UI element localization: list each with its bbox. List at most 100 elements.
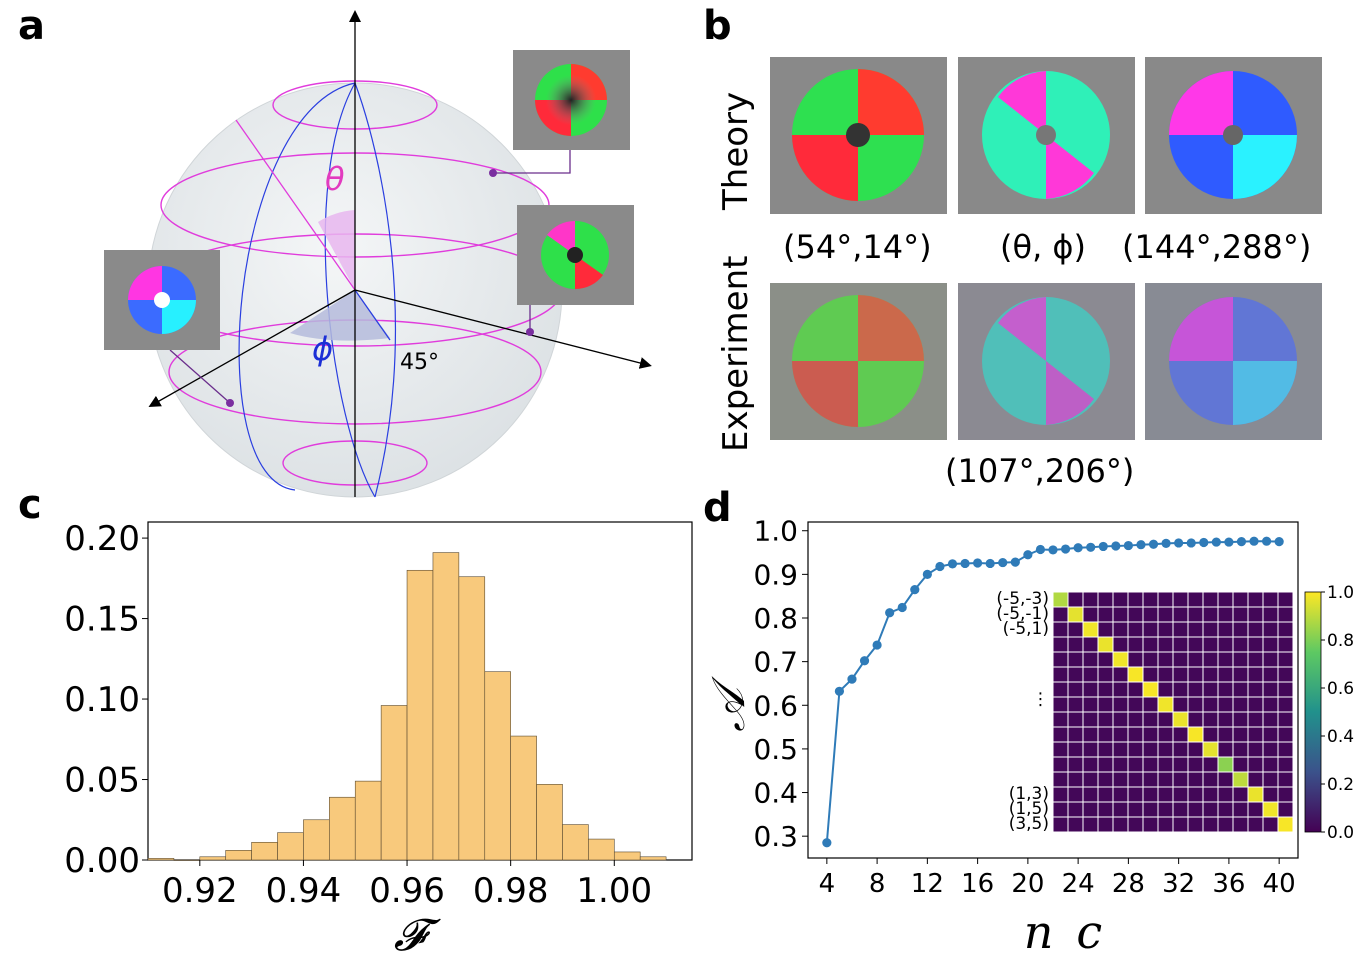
heatmap-cell: [1157, 621, 1174, 638]
heatmap-cell: [1217, 801, 1234, 818]
heatmap-cell: [1232, 591, 1249, 608]
heatmap-cell: [1067, 591, 1084, 608]
heatmap-cell: [1217, 816, 1234, 833]
heatmap-cell: [1187, 636, 1204, 653]
heatmap-cell: [1172, 621, 1189, 638]
heatmap-cell: [1262, 711, 1279, 728]
accuracy-point: [872, 640, 882, 650]
heatmap-cell: [1052, 756, 1069, 773]
heatmap-cell: [1127, 756, 1144, 773]
heatmap-cell: [1247, 816, 1264, 833]
heatmap-cell: [1157, 816, 1174, 833]
heatmap-cell: [1157, 756, 1174, 773]
heatmap-cell: [1202, 681, 1219, 698]
heatmap-cell: [1067, 711, 1084, 728]
accuracy-point: [998, 557, 1008, 568]
heatmap-row-label: (1,5): [1009, 799, 1049, 819]
heatmap-cell: [1187, 711, 1204, 728]
heatmap-cell: [1142, 681, 1159, 698]
heatmap-cell: [1232, 651, 1249, 668]
heatmap-cell: [1157, 651, 1174, 668]
heatmap-cell: [1277, 666, 1294, 683]
y-axis: [354, 289, 652, 369]
accuracy-point: [1174, 538, 1184, 548]
panel-a-letter: a: [18, 3, 45, 49]
accuracy-point: [885, 608, 895, 618]
heatmap-cell: [1127, 681, 1144, 698]
heatmap-cell: [1127, 651, 1144, 668]
y-tick-label: 0.5: [753, 733, 798, 766]
heatmap-cell: [1127, 741, 1144, 758]
heatmap-cell: [1082, 666, 1099, 683]
heatmap-cell: [1112, 636, 1129, 653]
accuracy-point: [922, 569, 932, 579]
heatmap-cell: [1247, 711, 1264, 728]
caption-theory-2: (θ, ϕ): [1000, 228, 1086, 266]
heatmap-cell: [1067, 681, 1084, 698]
heatmap-cell: [1067, 636, 1084, 653]
heatmap-cell: [1127, 771, 1144, 788]
accuracy-point: [1111, 541, 1121, 551]
y-tick-label: 0.20: [64, 519, 140, 559]
heatmap-cell: [1127, 816, 1144, 833]
heatmap-cell: [1097, 666, 1114, 683]
heatmap-cell: [1067, 786, 1084, 803]
heatmap-cell: [1232, 726, 1249, 743]
accuracy-point: [935, 561, 945, 572]
heatmap-cell: [1217, 591, 1234, 608]
heatmap-cell: [1247, 771, 1264, 788]
heatmap-cell: [1127, 591, 1144, 608]
experiment-tile-2: [958, 283, 1135, 440]
heatmap-cell: [1277, 711, 1294, 728]
heatmap-cell: [1232, 771, 1249, 788]
heatmap-cell: [1112, 801, 1129, 818]
colorbar-tick-label: 0.2: [1327, 775, 1354, 795]
heatmap-cell: [1172, 606, 1189, 623]
heatmap-cell: [1142, 696, 1159, 713]
accuracy-chart: 4 8 12 16 20 24 28 32 36 40 0.3 0.4 0.5 0.6 0.7 0.8 0.9 1…: [701, 515, 1354, 956]
accuracy-point: [1073, 543, 1083, 553]
x-axis: [148, 289, 356, 407]
heatmap-cell: [1217, 696, 1234, 713]
y-tick-label: 0.6: [753, 689, 798, 722]
heatmap-cell: [1052, 696, 1069, 713]
heatmap-cell: [1142, 711, 1159, 728]
heatmap-cell: [1127, 666, 1144, 683]
heatmap-cell: [1277, 591, 1294, 608]
accuracy-point: [1211, 537, 1221, 547]
heatmap-cell: [1247, 651, 1264, 668]
heatmap-cell: [1262, 591, 1279, 608]
heatmap-cell: [1202, 741, 1219, 758]
y-tick-label: 0.9: [753, 558, 798, 591]
heatmap-cell: [1067, 621, 1084, 638]
heatmap-row-label: (1,3): [1009, 784, 1049, 804]
heatmap-cell: [1262, 681, 1279, 698]
heatmap-cell: [1277, 681, 1294, 698]
heatmap-cell: [1187, 741, 1204, 758]
heatmap-cell: [1202, 591, 1219, 608]
x-tick-label: 16: [961, 869, 994, 899]
heatmap-cell: [1262, 696, 1279, 713]
y-tick-label: 0.4: [753, 777, 798, 810]
heatmap-cell: [1172, 711, 1189, 728]
histogram-bar: [406, 569, 434, 861]
heatmap-cell: [1157, 771, 1174, 788]
heatmap-cell: [1127, 726, 1144, 743]
heatmap-cell: [1247, 801, 1264, 818]
heatmap-cell: [1082, 756, 1099, 773]
accuracy-point: [1123, 540, 1133, 551]
heatmap-cell: [1142, 606, 1159, 623]
heatmap-cell: [1262, 756, 1279, 773]
heatmap-cell: [1172, 681, 1189, 698]
heatmap-cell: [1247, 606, 1264, 623]
heatmap-cell: [1172, 726, 1189, 743]
heatmap-cell: [1067, 771, 1084, 788]
heatmap-cell: [1157, 681, 1174, 698]
accuracy-point: [1136, 540, 1146, 550]
heatmap-cell: [1052, 591, 1069, 608]
heatmap-row-label: (3,5): [1009, 814, 1049, 834]
heatmap-cell: [1232, 741, 1249, 758]
heatmap-cell: [1187, 696, 1204, 713]
heatmap-cell: [1082, 696, 1099, 713]
accuracy-point: [1261, 536, 1272, 546]
